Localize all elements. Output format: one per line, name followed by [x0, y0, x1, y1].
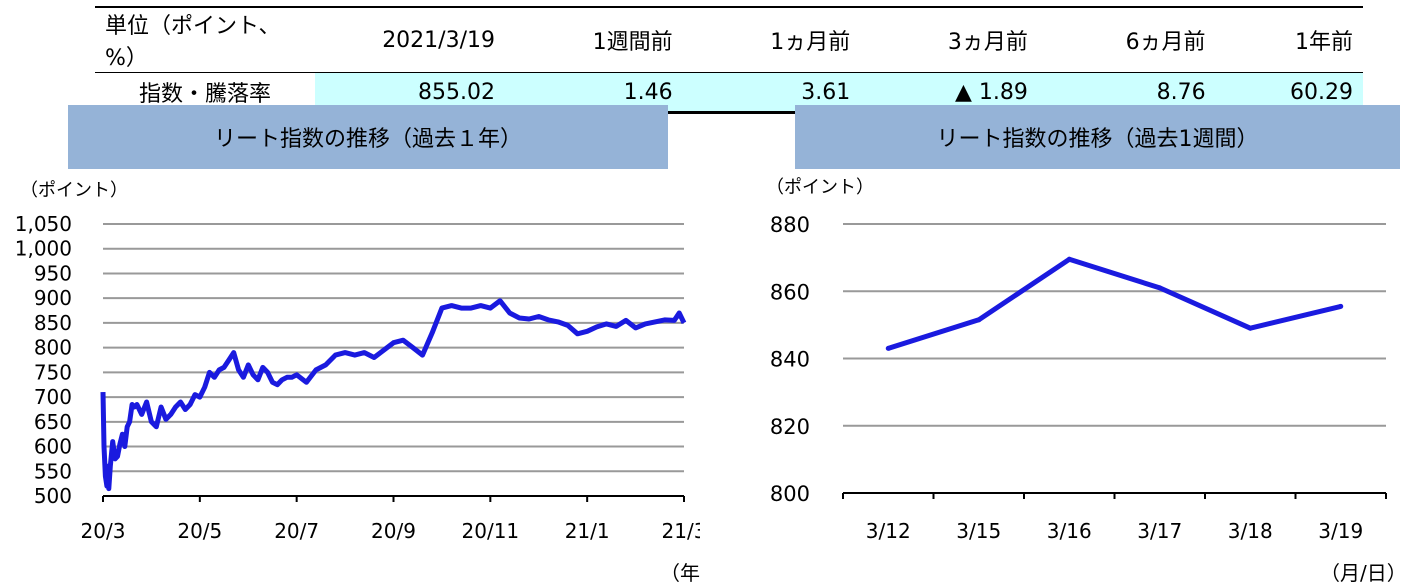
header-6m: 6ヵ月前	[1037, 6, 1216, 73]
y-tick-label: 550	[34, 459, 72, 483]
y-tick-label: 900	[34, 286, 72, 310]
chart-title-1y: リート指数の推移（過去１年）	[68, 105, 668, 169]
chart-1y: （ポイント） 5005506006507007508008509009501,00…	[15, 180, 700, 585]
data-point	[1247, 325, 1253, 331]
x-tick-label: 3/17	[1137, 519, 1182, 543]
x-tick-label: 3/18	[1228, 519, 1273, 543]
header-1m: 1ヵ月前	[682, 6, 861, 73]
x-tick-label: 3/15	[956, 519, 1001, 543]
y-tick-label: 950	[34, 261, 72, 285]
x-tick-label: 20/7	[274, 519, 319, 543]
y-tick-label: 1,050	[15, 212, 72, 236]
x-axis-unit: （年/月）	[660, 561, 700, 585]
data-point	[976, 317, 982, 323]
header-unit: 単位（ポイント、%）	[95, 6, 315, 73]
data-point	[1338, 303, 1344, 309]
x-tick-label: 21/3	[662, 519, 700, 543]
y-tick-label: 800	[770, 482, 810, 506]
y-tick-label: 860	[770, 280, 810, 304]
table-header-row: 単位（ポイント、%） 2021/3/19 1週間前 1ヵ月前 3ヵ月前 6ヵ月前…	[95, 6, 1363, 73]
y-axis-unit: （ポイント）	[766, 177, 874, 198]
x-tick-label: 3/19	[1318, 519, 1363, 543]
x-tick-label: 20/5	[177, 519, 222, 543]
series-line	[887, 256, 1342, 351]
data-point	[1066, 256, 1072, 262]
header-1y: 1年前	[1215, 6, 1363, 73]
x-tick-label: 20/3	[81, 519, 126, 543]
x-axis-unit: （月/日）	[1320, 561, 1401, 585]
y-tick-label: 840	[770, 348, 810, 372]
x-tick-label: 3/12	[866, 519, 911, 543]
y-tick-label: 880	[770, 213, 810, 237]
data-point	[1157, 285, 1163, 291]
y-axis-unit: （ポイント）	[20, 180, 128, 201]
y-tick-label: 500	[34, 484, 72, 508]
chart-title-1w: リート指数の推移（過去1週間）	[795, 105, 1400, 169]
x-tick-label: 3/16	[1047, 519, 1092, 543]
y-tick-label: 650	[34, 410, 72, 434]
x-tick-label: 21/1	[565, 519, 610, 543]
y-tick-label: 850	[34, 311, 72, 335]
y-tick-label: 800	[34, 336, 72, 360]
x-tick-label: 20/11	[462, 519, 520, 543]
y-tick-label: 750	[34, 360, 72, 384]
y-tick-label: 1,000	[15, 237, 72, 261]
x-tick-label: 20/9	[371, 519, 416, 543]
header-1w: 1週間前	[505, 6, 683, 73]
y-tick-label: 600	[34, 435, 72, 459]
header-date: 2021/3/19	[315, 6, 505, 73]
series-line	[100, 298, 687, 492]
header-3m: 3ヵ月前	[860, 6, 1038, 73]
data-point	[885, 345, 891, 351]
y-tick-label: 700	[34, 385, 72, 409]
y-tick-label: 820	[770, 415, 810, 439]
